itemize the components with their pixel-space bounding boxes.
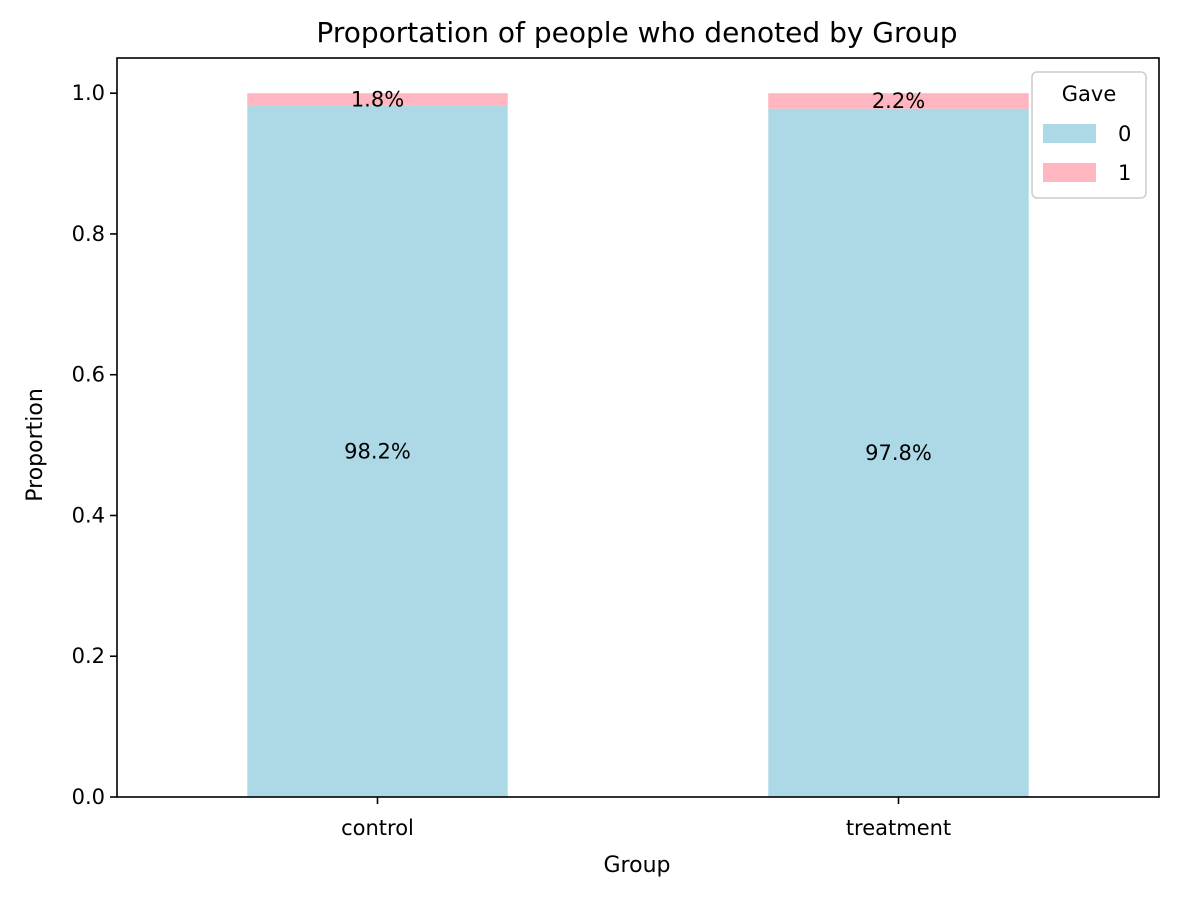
y-tick-label: 0.8 (72, 222, 105, 246)
plot-frame (116, 57, 1160, 798)
legend-label-1: 1 (1118, 161, 1131, 185)
y-axis-label: Proportion (23, 388, 48, 502)
bar-control-gave-0 (247, 105, 508, 797)
legend-title: Gave (1062, 82, 1117, 106)
y-tick-label: 1.0 (72, 81, 105, 105)
data-label-control-gave-1: 1.8% (351, 88, 404, 112)
plot-area: 98.2% 1.8% 97.8% 2.2% 0.0 0.2 0.4 0.6 0.8 1.0 cont… (72, 57, 1160, 840)
bar-control-gave-1 (247, 93, 508, 106)
data-label-treatment-gave-1: 2.2% (872, 89, 925, 113)
bar-treatment-gave-0 (768, 108, 1029, 797)
x-tick-label: control (341, 816, 414, 840)
data-label-treatment-gave-0: 97.8% (865, 441, 932, 465)
legend-swatch-1 (1043, 163, 1096, 182)
legend-swatch-0 (1043, 124, 1096, 143)
y-tick-label: 0.4 (72, 503, 105, 527)
y-tick-label: 0.0 (72, 785, 105, 809)
y-tick-label: 0.6 (72, 363, 105, 387)
chart-title: Proportation of people who denoted by Gr… (316, 16, 957, 49)
y-tick-label: 0.2 (72, 644, 105, 668)
x-axis-label: Group (604, 853, 671, 878)
x-tick-label: treatment (846, 816, 951, 840)
legend-label-0: 0 (1118, 122, 1131, 146)
data-label-control-gave-0: 98.2% (344, 439, 411, 463)
bar-treatment-gave-1 (768, 93, 1029, 109)
